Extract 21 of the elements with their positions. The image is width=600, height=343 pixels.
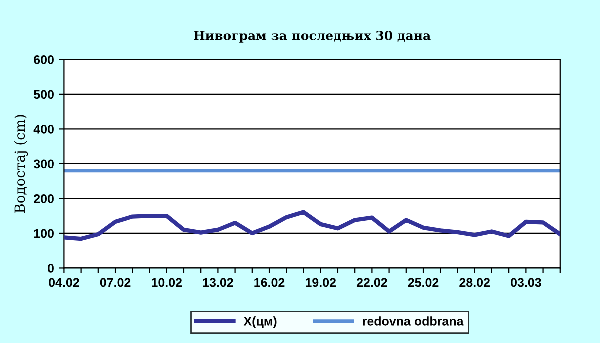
x-tick-label: 13.02 <box>203 278 234 288</box>
y-tick-label: 0 <box>48 264 54 273</box>
y-axis-title: Водостај (cm) <box>14 115 28 214</box>
y-tick-label: 200 <box>34 194 54 204</box>
x-tick-label: 16.02 <box>254 278 285 288</box>
chart-title: Нивограм за последњих 30 дана <box>194 30 431 43</box>
x-tick-label: 22.02 <box>356 278 388 288</box>
x-tick-label: 19.02 <box>306 278 336 288</box>
y-tick-label: 600 <box>34 55 54 64</box>
y-tick-label: 300 <box>34 160 54 169</box>
legend-label: X(цм) <box>244 316 277 328</box>
x-tick-label: 25.02 <box>408 278 439 288</box>
y-tick-label: 500 <box>34 90 54 100</box>
legend-label: redovna odbrana <box>363 316 464 326</box>
x-tick-label: 07.02 <box>100 278 131 288</box>
x-tick-label: 28.02 <box>460 278 490 288</box>
y-tick-label: 400 <box>34 124 54 134</box>
x-tick-label: 04.02 <box>49 278 80 288</box>
x-tick-label: 10.02 <box>152 278 182 288</box>
x-tick-label: 03.03 <box>511 278 542 288</box>
y-tick-label: 100 <box>34 229 54 238</box>
